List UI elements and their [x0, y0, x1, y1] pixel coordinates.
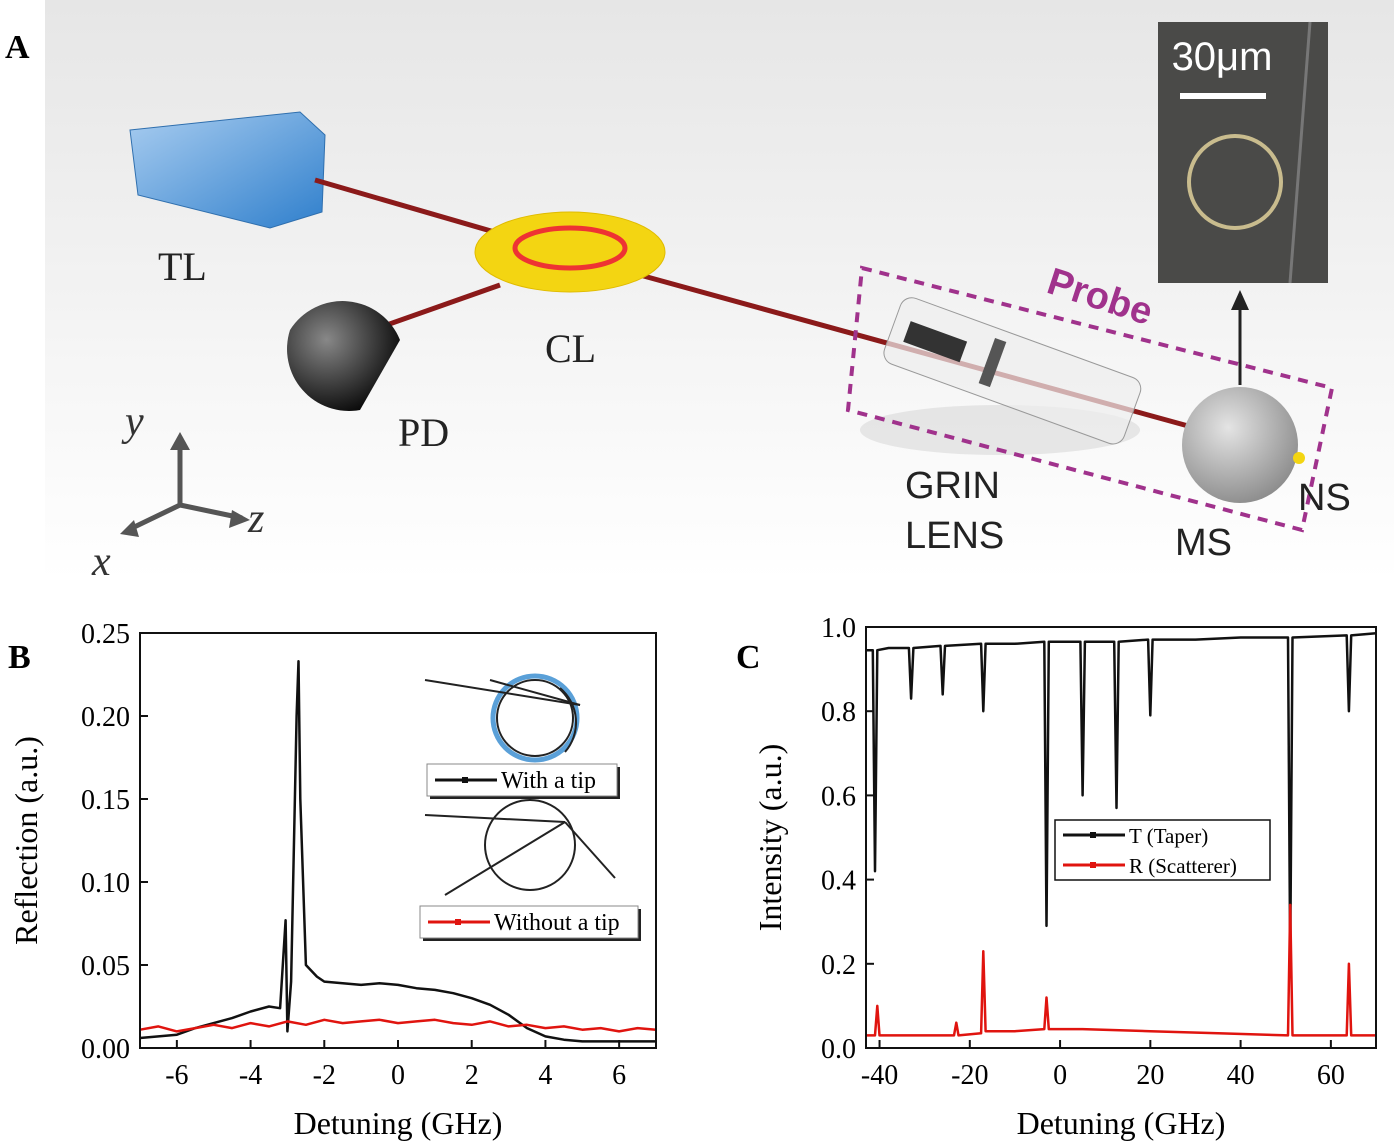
nanoscatterer — [1293, 452, 1305, 464]
grin-lens — [883, 297, 1142, 445]
legend-label: With a tip — [501, 768, 596, 794]
legend-marker — [455, 919, 461, 925]
x-axis-label: Detuning (GHz) — [294, 1105, 503, 1141]
ray — [489, 679, 581, 706]
y-tick-label: 0.15 — [81, 785, 130, 816]
axis-heads — [120, 432, 250, 537]
label: CL — [545, 326, 596, 371]
tip-arc — [559, 687, 578, 753]
x-tick-label: 2 — [465, 1060, 479, 1091]
label: NS — [1298, 477, 1351, 519]
head — [170, 432, 190, 450]
axis-name: x — [91, 539, 111, 585]
ring — [484, 799, 576, 891]
y-axis-label: Intensity (a.u.) — [752, 744, 788, 932]
y-tick-label: 0.20 — [81, 702, 130, 733]
y-tick-label: 0.05 — [81, 951, 130, 982]
legend-label: Without a tip — [494, 910, 620, 936]
data-line — [139, 659, 656, 1043]
plot-frame — [139, 632, 657, 1049]
inset-sketch — [424, 673, 616, 896]
ray — [444, 821, 566, 896]
arrowhead — [1231, 290, 1249, 310]
x-tick-label: 60 — [1317, 1060, 1345, 1091]
x-tick-label: -4 — [239, 1060, 262, 1091]
ring — [496, 679, 574, 757]
label: GRIN — [905, 465, 1000, 507]
head — [120, 520, 139, 537]
axis-x — [126, 502, 182, 533]
axis-name: y — [121, 399, 144, 445]
x-tick-label: -2 — [313, 1060, 336, 1091]
data-line — [866, 903, 1376, 1037]
y-tick-label: 0.2 — [821, 950, 856, 981]
scale-label: 30μm — [1172, 35, 1273, 79]
x-tick-label: -40 — [861, 1060, 898, 1091]
y-tick-label: 0.6 — [821, 781, 856, 812]
legend-box — [1054, 819, 1271, 881]
label: TL — [158, 244, 207, 289]
x-tick-label: -20 — [951, 1060, 988, 1091]
panel-label: A — [5, 29, 30, 66]
lens-band — [978, 337, 1007, 388]
data-line — [866, 632, 1377, 961]
panel-label: B — [8, 639, 31, 676]
y-tick-label: 1.0 — [821, 613, 856, 644]
data-line — [139, 1018, 657, 1033]
y-axis-label: Reflection (a.u.) — [8, 736, 44, 945]
label: MS — [1175, 522, 1232, 564]
panel-label: C — [736, 639, 761, 676]
ring — [490, 673, 580, 763]
x-axis-label: Detuning (GHz) — [1017, 1105, 1226, 1141]
beam — [314, 177, 516, 241]
microsphere — [1182, 387, 1298, 503]
laser-box — [129, 111, 326, 229]
circulator — [474, 211, 666, 293]
x-tick-label: 20 — [1136, 1060, 1164, 1091]
x-tick-label: 4 — [538, 1060, 552, 1091]
x-tick-label: 0 — [391, 1060, 405, 1091]
y-tick-label: 0.00 — [81, 1034, 130, 1065]
lens-body — [883, 297, 1142, 445]
axis-name: z — [247, 496, 264, 542]
ray — [424, 679, 581, 706]
ray — [564, 821, 616, 879]
plot-frame — [865, 626, 1377, 1049]
legend-marker — [1090, 862, 1096, 868]
circulator-arrow — [512, 225, 628, 271]
ray — [424, 814, 566, 823]
lens-core — [903, 321, 968, 363]
head — [229, 510, 250, 528]
y-tick-label: 0.8 — [821, 697, 856, 728]
y-tick-label: 0.4 — [821, 866, 856, 897]
x-tick-label: 0 — [1053, 1060, 1067, 1091]
label: PD — [398, 410, 449, 455]
legend-marker — [1090, 832, 1096, 838]
photodetector — [287, 301, 400, 411]
y-tick-label: 0.25 — [81, 619, 130, 650]
x-tick-label: 40 — [1227, 1060, 1255, 1091]
x-tick-label: 6 — [612, 1060, 626, 1091]
x-tick-label: -6 — [165, 1060, 188, 1091]
micrograph-fiber — [1288, 21, 1312, 284]
micrograph-sphere — [1187, 134, 1283, 230]
y-tick-label: 0.0 — [821, 1034, 856, 1065]
legend-label: R (Scatterer) — [1129, 854, 1237, 878]
y-tick-label: 0.10 — [81, 868, 130, 899]
panel-a: A TL CL PD GRIN LENS MS NS Probe 30μm x … — [5, 0, 1394, 585]
legend-marker — [462, 777, 468, 783]
legend-label: T (Taper) — [1129, 824, 1208, 848]
label: LENS — [905, 515, 1004, 557]
probe-box — [845, 265, 1335, 533]
